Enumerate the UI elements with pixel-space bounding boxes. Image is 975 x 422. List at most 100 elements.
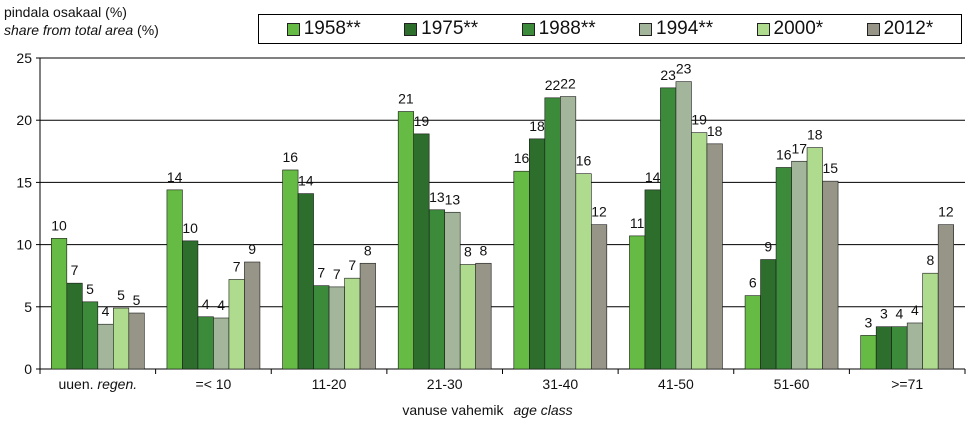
legend-label: 1958** [303, 18, 361, 39]
bar-2000-3 [459, 264, 476, 370]
y-tick-label: 10 [16, 237, 32, 253]
data-label: 14 [167, 169, 183, 185]
data-label: 12 [591, 204, 607, 220]
data-label: 18 [707, 123, 723, 139]
bar-1958-1 [166, 189, 183, 370]
bar-2012-0 [128, 312, 145, 370]
bar-1994-5 [675, 81, 692, 370]
bar-1975-2 [297, 193, 314, 370]
legend-label: 1988** [538, 18, 596, 39]
data-label: 16 [283, 149, 299, 165]
bar-1988-2 [313, 285, 330, 370]
legend-item-1: 1975** [404, 18, 478, 40]
legend-item-5: 2012* [866, 18, 934, 40]
bar-2012-5 [706, 143, 723, 370]
data-label: 16 [514, 150, 530, 166]
bar-1958-0 [51, 238, 68, 370]
bar-1988-3 [428, 209, 445, 370]
data-label: 12 [938, 204, 954, 220]
y-axis-label-estonian: pindala osakaal (%) [4, 4, 127, 20]
bar-1975-0 [66, 282, 83, 370]
data-label: 4 [102, 303, 110, 319]
data-label: 10 [51, 217, 67, 233]
data-label: 5 [117, 287, 125, 303]
legend-item-2: 1988** [521, 18, 596, 40]
bar-1994-3 [444, 211, 461, 370]
x-tick-label: =< 10 [196, 376, 232, 392]
data-label: 15 [823, 160, 839, 176]
data-label: 7 [348, 257, 356, 273]
bar-1958-2 [282, 169, 299, 370]
bar-2000-7 [922, 272, 939, 370]
data-label: 19 [691, 112, 707, 128]
bar-2012-2 [359, 262, 376, 370]
bar-1994-4 [560, 96, 577, 370]
data-label: 8 [927, 252, 935, 268]
legend-item-3: 1994** [639, 18, 713, 40]
x-axis-label: vanuse vahemik age class [0, 402, 975, 418]
legend-label: 2012* [883, 18, 934, 39]
data-label: 19 [414, 113, 430, 129]
bar-1975-6 [760, 259, 777, 370]
bar-1975-7 [875, 326, 892, 370]
x-tick-label: 21-30 [427, 376, 463, 392]
bar-1975-1 [182, 240, 199, 370]
y-tick-label: 5 [24, 299, 32, 315]
bar-1958-3 [397, 111, 414, 370]
x-tick-label: uuen. regen. [58, 376, 137, 392]
legend-swatch [866, 22, 880, 36]
bar-1988-0 [82, 301, 99, 370]
bar-1994-2 [328, 286, 345, 370]
data-label: 23 [676, 61, 692, 77]
data-label: 8 [364, 242, 372, 258]
data-label: 4 [911, 302, 919, 318]
bar-2000-6 [806, 147, 823, 370]
data-label: 13 [429, 189, 445, 205]
data-label: 9 [248, 241, 256, 257]
data-label: 10 [182, 220, 198, 236]
x-tick-label: 41-50 [658, 376, 694, 392]
bar-2012-7 [937, 224, 954, 370]
bar-2012-6 [822, 180, 839, 370]
legend-label: 2000* [773, 18, 824, 39]
bar-2000-2 [344, 277, 361, 370]
y-tick-label: 20 [16, 112, 32, 128]
legend-swatch [639, 22, 653, 36]
data-label: 3 [865, 314, 873, 330]
bar-1958-7 [860, 335, 877, 370]
x-tick-label: 51-60 [774, 376, 810, 392]
bar-2012-1 [244, 261, 261, 370]
bar-1988-7 [891, 326, 908, 370]
bar-2000-4 [575, 173, 592, 370]
bar-1994-6 [791, 160, 808, 370]
data-label: 11 [630, 215, 645, 231]
bar-2000-5 [691, 132, 708, 370]
bar-1958-4 [513, 170, 530, 370]
bar-1975-4 [529, 138, 546, 370]
data-label: 14 [298, 173, 314, 189]
bar-2012-3 [475, 262, 492, 370]
legend-label: 1975** [421, 18, 479, 39]
data-label: 9 [764, 239, 772, 255]
data-label: 7 [71, 262, 79, 278]
legend-item-4: 2000* [756, 18, 824, 40]
x-tick-label: >=71 [891, 376, 923, 392]
data-label: 18 [529, 118, 545, 134]
y-axis-label-english-italic: share from total area [4, 22, 134, 38]
data-label: 7 [333, 266, 341, 282]
bar-1988-4 [544, 97, 561, 370]
legend-item-0: 1958** [286, 18, 361, 40]
data-label: 16 [576, 153, 592, 169]
bar-2000-0 [113, 307, 130, 370]
bar-2000-1 [228, 279, 245, 370]
bar-1988-1 [197, 316, 214, 370]
y-axis-label-english-unit: (%) [133, 22, 159, 38]
bar-1975-5 [644, 189, 661, 370]
data-label: 5 [133, 292, 141, 308]
legend-swatch [521, 22, 535, 36]
legend-swatch [286, 22, 300, 36]
bar-1958-6 [744, 295, 761, 370]
data-label: 4 [202, 296, 210, 312]
data-label: 8 [464, 244, 472, 260]
data-label: 3 [880, 306, 888, 322]
